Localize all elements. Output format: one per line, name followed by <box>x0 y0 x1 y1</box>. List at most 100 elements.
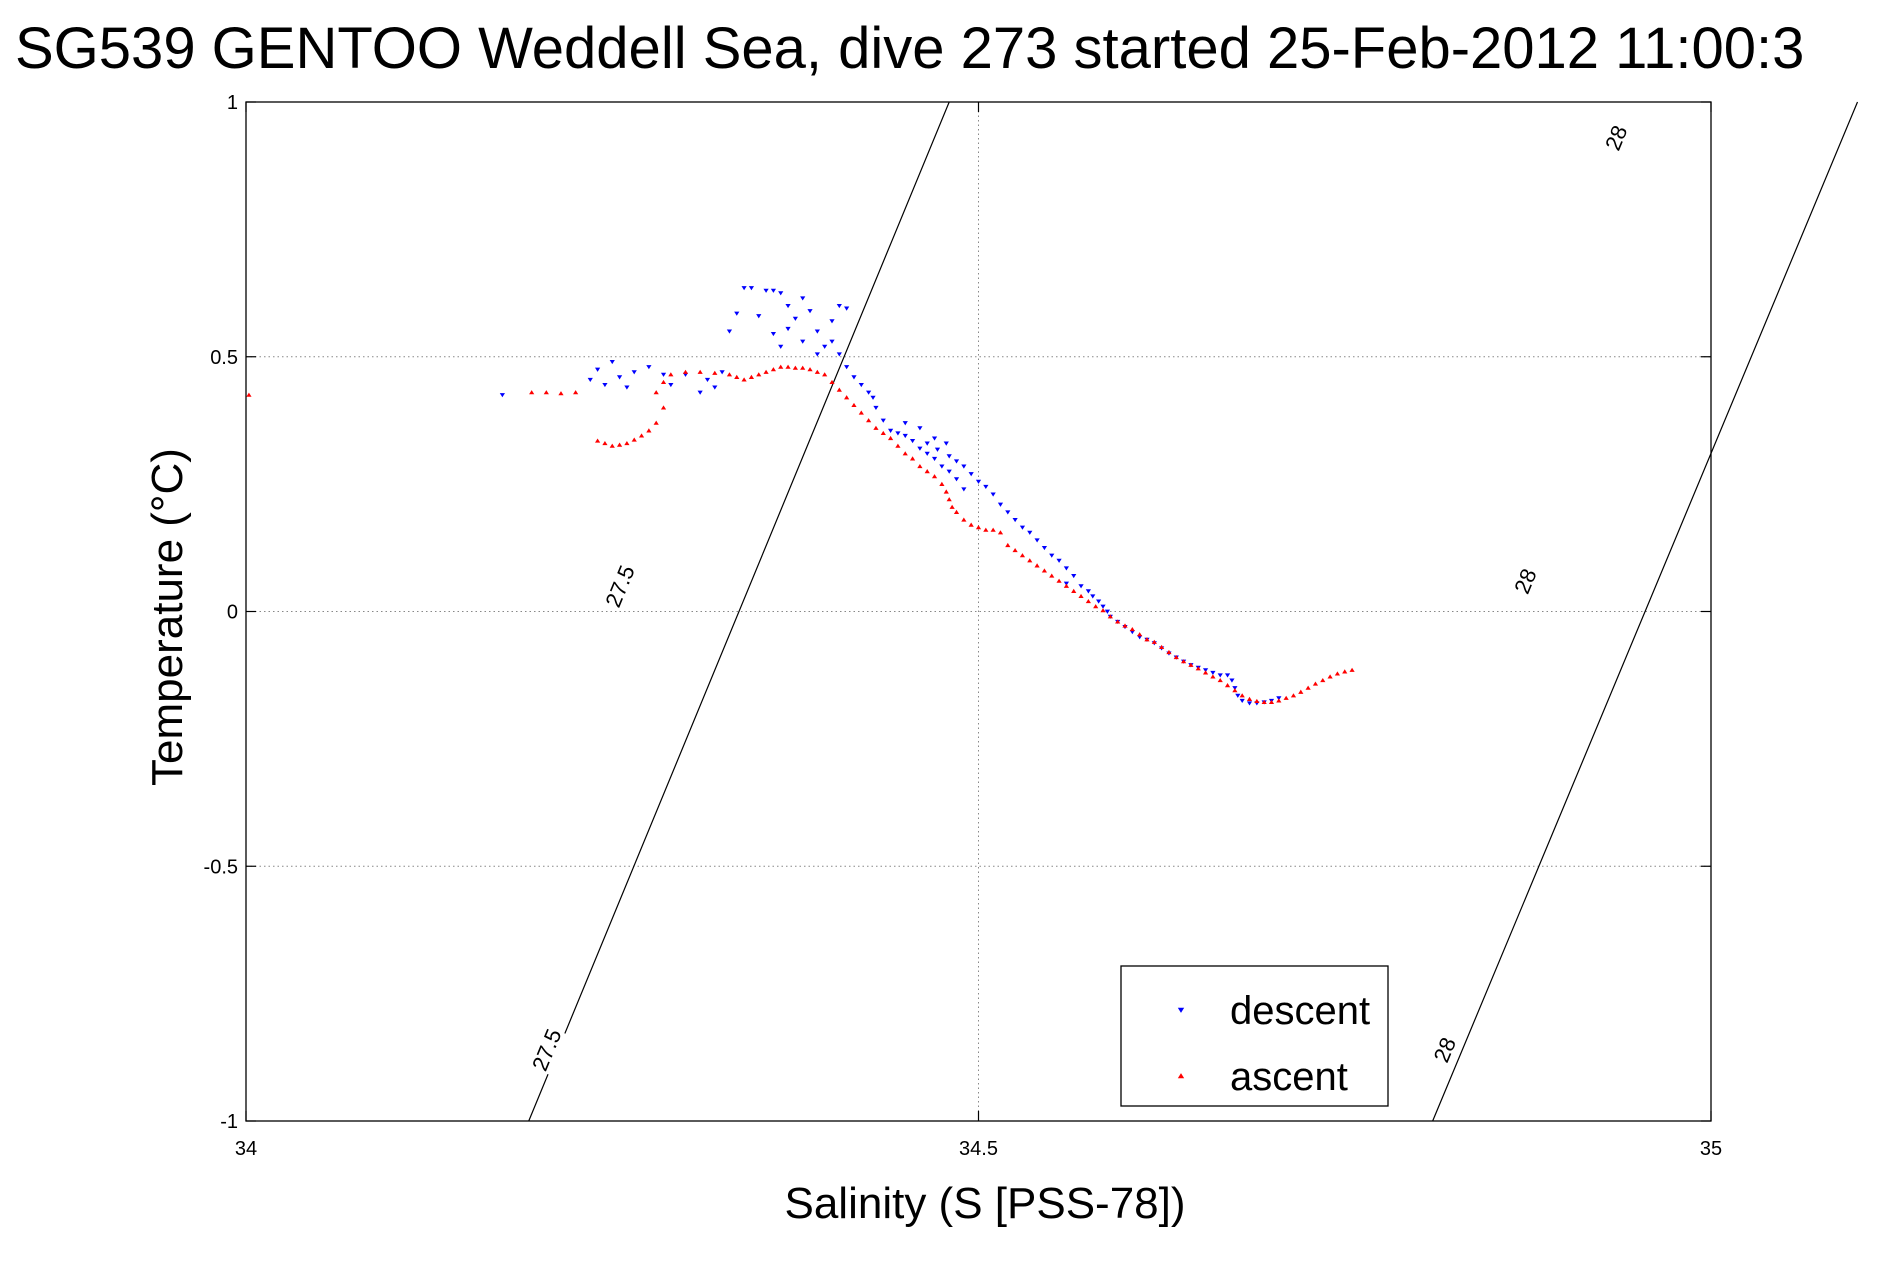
descent-point <box>939 464 945 469</box>
descent-point <box>829 339 835 344</box>
descent-point <box>1246 701 1253 706</box>
descent-point <box>741 286 747 291</box>
descent-point <box>726 329 733 334</box>
ascent-point <box>1312 681 1319 686</box>
ascent-point <box>1100 608 1106 613</box>
descent-point <box>609 360 615 365</box>
ascent-point <box>712 370 718 375</box>
descent-point <box>844 306 850 311</box>
ascent-point <box>1041 568 1048 573</box>
contour-label-bg <box>600 561 640 611</box>
descent-point <box>668 382 674 388</box>
descent-point <box>822 344 828 349</box>
ascent-point <box>1115 619 1121 624</box>
ascent-point <box>1005 542 1011 548</box>
descent-point <box>814 352 820 357</box>
descent-point <box>902 433 908 439</box>
descent-point <box>990 492 996 497</box>
ascent-point <box>1159 644 1165 649</box>
descent-point <box>697 390 703 395</box>
ascent-point <box>246 392 252 397</box>
ascent-point <box>1334 671 1341 676</box>
ascent-point <box>997 530 1004 535</box>
ascent-point <box>1129 626 1135 632</box>
ascent-point <box>1151 639 1157 644</box>
descent-point <box>734 311 740 316</box>
descent-point <box>624 385 630 390</box>
descent-point <box>829 319 835 324</box>
data-points <box>246 286 1355 706</box>
grid-lines <box>246 102 1711 1121</box>
ascent-point <box>602 441 608 446</box>
x-tick-label: 35 <box>1700 1138 1722 1160</box>
contour-label-bg <box>526 1024 566 1075</box>
ascent-point <box>653 420 659 425</box>
contour-label-bg <box>1505 556 1545 606</box>
ascent-point <box>595 438 601 443</box>
descent-point <box>1210 670 1216 675</box>
ascent-point <box>836 387 842 392</box>
ascent-point <box>682 369 689 374</box>
descent-point <box>1049 553 1055 558</box>
descent-point <box>961 464 967 469</box>
ascent-point <box>785 364 791 369</box>
ascent-point <box>792 365 798 370</box>
descent-point <box>1063 566 1069 571</box>
descent-point <box>704 377 711 383</box>
descent-point <box>844 365 850 370</box>
ascent-point <box>573 390 579 395</box>
ascent-point <box>924 469 930 474</box>
descent-point <box>975 479 982 484</box>
ascent-point <box>1327 674 1333 679</box>
descent-point <box>1229 678 1235 683</box>
descent-point <box>792 316 798 321</box>
descent-point <box>719 370 725 375</box>
descent-point <box>763 288 769 293</box>
ascent-point <box>807 367 813 372</box>
ascent-point <box>624 441 630 446</box>
ascent-point <box>1246 696 1253 701</box>
ascent-point <box>1268 699 1275 705</box>
ascent-point <box>1232 688 1238 693</box>
descent-point <box>924 441 930 446</box>
ascent-point <box>844 395 850 400</box>
contour-label-bg <box>1424 1024 1464 1075</box>
ascent-point <box>909 456 916 461</box>
descent-point <box>953 459 960 464</box>
descent-point <box>814 329 820 334</box>
ascent-point <box>822 372 828 377</box>
y-axis-ticks: -1 -0.5 0 0.5 1 <box>204 92 1711 1133</box>
ascent-point <box>829 379 835 385</box>
descent-point <box>983 484 989 490</box>
ascent-point <box>653 390 659 395</box>
descent-point <box>902 421 908 426</box>
ascent-point <box>660 405 667 410</box>
descent-point <box>587 377 593 383</box>
ascent-point <box>1261 699 1267 705</box>
descent-point <box>785 326 791 332</box>
descent-point <box>961 487 967 492</box>
ascent-point <box>756 372 762 377</box>
ascent-point <box>1188 662 1194 667</box>
ascent-point <box>1202 670 1209 675</box>
descent-point <box>1090 594 1096 599</box>
descent-point <box>770 288 776 293</box>
ascent-point <box>983 527 989 532</box>
ascent-point <box>741 377 747 382</box>
descent-point <box>1005 510 1011 515</box>
descent-point <box>851 375 857 380</box>
descent-point <box>660 372 667 377</box>
ascent-point <box>953 509 960 514</box>
descent-point <box>873 405 879 411</box>
ascent-point <box>748 374 755 379</box>
ascent-point <box>1071 588 1077 593</box>
contour-label: 27.5 <box>600 562 639 611</box>
ascent-point <box>1224 683 1231 688</box>
ascent-point <box>1181 659 1187 664</box>
ascent-point <box>1063 583 1069 588</box>
ascent-point <box>1093 604 1099 609</box>
descent-point <box>917 426 923 431</box>
ascent-point <box>616 442 623 447</box>
descent-point <box>1100 604 1106 609</box>
contour-label: 27.5 <box>527 1025 566 1074</box>
